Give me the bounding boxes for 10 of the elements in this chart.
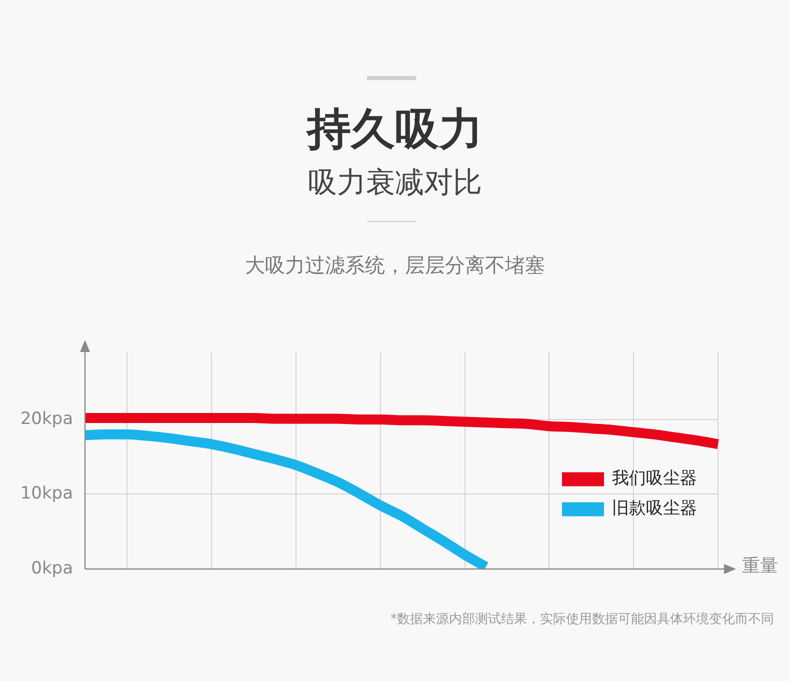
text: 大吸力过滤系统，层层分离不堵塞 bbox=[244, 252, 546, 279]
y-tick-label: 0kpa bbox=[31, 558, 73, 578]
chart-title: 持久吸力 bbox=[305, 103, 484, 157]
legend-label: 旧款吸尘器 bbox=[612, 498, 697, 519]
text: *数据来源内部测试结果，实际使用数据可能因具体环境变化而不同 bbox=[390, 611, 774, 628]
y-tick-label: 10kpa bbox=[20, 484, 73, 504]
legend-label: 我们吸尘器 bbox=[612, 468, 697, 489]
y-tick-label: 20kpa bbox=[20, 408, 73, 429]
x-axis-title: 重量 bbox=[742, 556, 778, 577]
chart-subtitle: 吸力衰减对比 bbox=[307, 164, 483, 201]
